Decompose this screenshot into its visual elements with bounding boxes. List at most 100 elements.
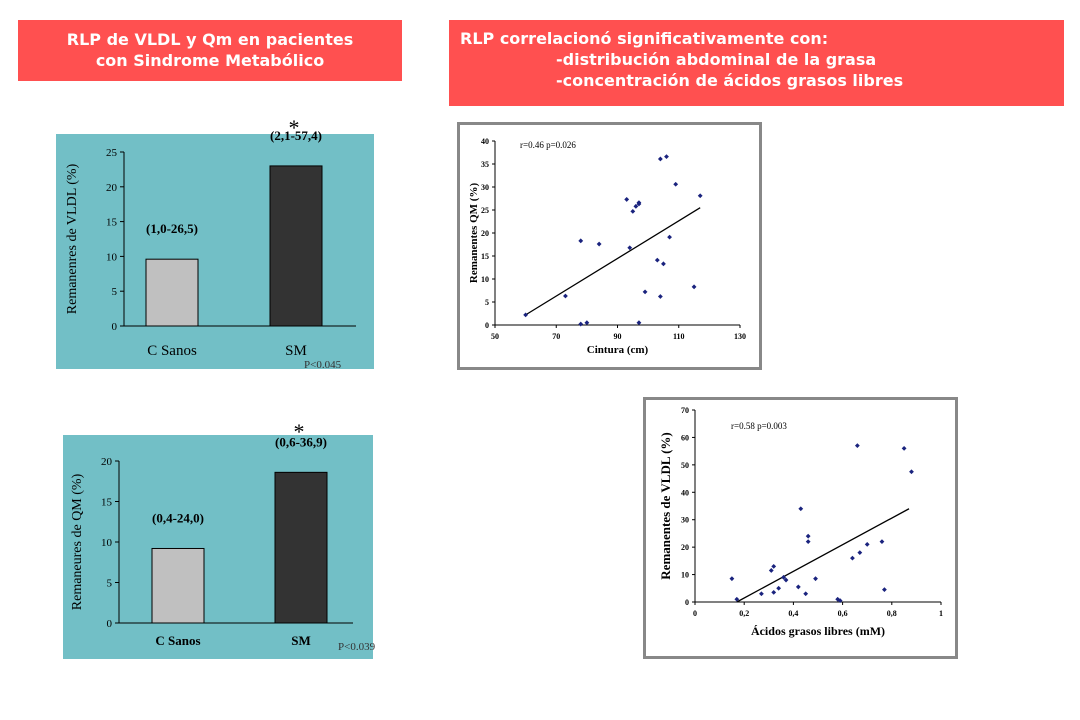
y-tick-label: 25: [481, 206, 489, 215]
data-point: [642, 289, 648, 295]
y-tick-label: 0: [107, 618, 113, 630]
category-label: C Sanos: [155, 633, 200, 648]
y-tick-label: 0: [685, 598, 689, 607]
y-tick-label: 70: [681, 406, 689, 415]
x-tick-label: 130: [734, 332, 746, 341]
x-tick-label: 0,8: [887, 609, 897, 618]
y-tick-label: 20: [481, 229, 489, 238]
p-value: P<0.039: [338, 641, 376, 653]
data-point: [578, 238, 584, 244]
data-point: [805, 533, 811, 539]
data-point: [667, 234, 672, 240]
data-point: [798, 506, 804, 512]
data-point: [837, 598, 843, 604]
data-point: [630, 208, 636, 214]
data-point: [803, 591, 809, 597]
significance-star: *: [294, 419, 305, 444]
scatter-chart-cintura: 0 5 10 15 20 25 30 35 40 50 70 90 110 130 Cintura (cm)…: [457, 122, 762, 370]
y-axis-label: Remanentes QM (%): [468, 183, 480, 284]
data-point: [584, 320, 590, 326]
y-tick-label: 30: [681, 516, 689, 525]
data-point: [864, 542, 870, 547]
data-point: [673, 181, 679, 187]
y-tick-label: 35: [481, 160, 489, 169]
banner-line: -distribución abdominal de la grasa: [556, 50, 877, 69]
x-tick-label: 50: [491, 332, 499, 341]
correlation-annotation: r=0.58 p=0.003: [731, 421, 787, 431]
chart-frame: [457, 122, 762, 370]
x-tick-label: 0,4: [788, 609, 798, 618]
scatter-chart-acidos: 0 10 20 30 40 50 60 70 0 0,2 0,4 0,6 0,8 1 Ácidos gras…: [643, 397, 958, 659]
bar: [145, 258, 199, 327]
x-tick-label: 0: [693, 609, 697, 618]
data-point: [563, 293, 568, 299]
banner-line: RLP correlacionó significativamente con:: [460, 29, 829, 48]
data-point: [768, 568, 774, 573]
x-tick-label: 0,2: [739, 609, 749, 618]
chart-panel: [56, 134, 374, 369]
x-tick-label: 0,6: [838, 609, 848, 618]
y-tick-label: 20: [101, 456, 113, 468]
trend-line: [736, 508, 910, 603]
category-label: SM: [285, 343, 307, 359]
y-tick-label: 40: [681, 488, 689, 497]
data-point: [633, 203, 639, 209]
bar-chart-qm: 0 5 10 15 20 Remaneures de QM (%) (0,4-24,0) C …: [63, 419, 376, 659]
bar-annotation: (2,1-57,4): [270, 128, 322, 143]
banner-line: -concentración de ácidos grasos libres: [556, 71, 904, 90]
data-point: [879, 539, 885, 545]
data-point: [901, 446, 907, 451]
bar-annotation: (0,4-24,0): [152, 510, 204, 525]
y-axis-label: Remanentes de VLDL (%): [658, 432, 673, 579]
data-point: [805, 539, 811, 545]
data-point: [781, 574, 786, 580]
data-point: [636, 201, 642, 207]
p-value: P<0.045: [304, 359, 342, 371]
y-tick-label: 5: [107, 578, 113, 590]
data-point: [624, 197, 630, 202]
banner-line: RLP de VLDL y Qm en pacientes: [66, 30, 354, 49]
y-tick-label: 15: [106, 217, 118, 229]
y-tick-label: 40: [481, 137, 489, 146]
data-point: [697, 193, 703, 199]
trend-line: [525, 207, 701, 316]
data-point: [795, 584, 801, 590]
category-label: SM: [291, 633, 311, 648]
data-point: [661, 261, 666, 267]
data-point: [729, 576, 735, 582]
y-tick-label: 60: [681, 433, 689, 442]
data-point: [857, 550, 863, 556]
category-label: C Sanos: [147, 343, 197, 359]
data-point: [882, 587, 887, 593]
bar: [151, 547, 205, 624]
y-tick-label: 20: [106, 182, 118, 194]
y-tick-label: 20: [681, 543, 689, 552]
chart-frame: [643, 397, 958, 659]
data-point: [578, 321, 584, 327]
data-point: [909, 469, 914, 475]
x-tick-label: 70: [552, 332, 560, 341]
correlation-annotation: r=0.46 p=0.026: [520, 140, 576, 150]
y-tick-label: 15: [481, 252, 489, 261]
data-point: [657, 294, 663, 299]
data-point: [523, 312, 529, 318]
banner-line: con Sindrome Metabólico: [95, 51, 325, 70]
data-point: [771, 563, 777, 569]
y-tick-label: 10: [101, 537, 113, 549]
y-tick-label: 30: [481, 183, 489, 192]
data-point: [664, 154, 669, 160]
data-point: [771, 590, 777, 595]
data-point: [654, 257, 660, 263]
bar-annotation: (0,6-36,9): [275, 434, 327, 449]
data-point: [596, 241, 602, 247]
data-point: [636, 320, 642, 326]
y-tick-label: 0: [485, 321, 489, 330]
y-tick-label: 5: [485, 298, 489, 307]
title-banner-left: RLP de VLDL y Qm en pacientes con Sindro…: [18, 20, 402, 81]
x-axis-label: Cintura (cm): [587, 344, 649, 356]
y-tick-label: 25: [106, 147, 118, 159]
y-tick-label: 50: [681, 461, 689, 470]
data-point: [783, 577, 789, 583]
x-tick-label: 110: [673, 332, 685, 341]
y-tick-label: 5: [112, 286, 118, 298]
